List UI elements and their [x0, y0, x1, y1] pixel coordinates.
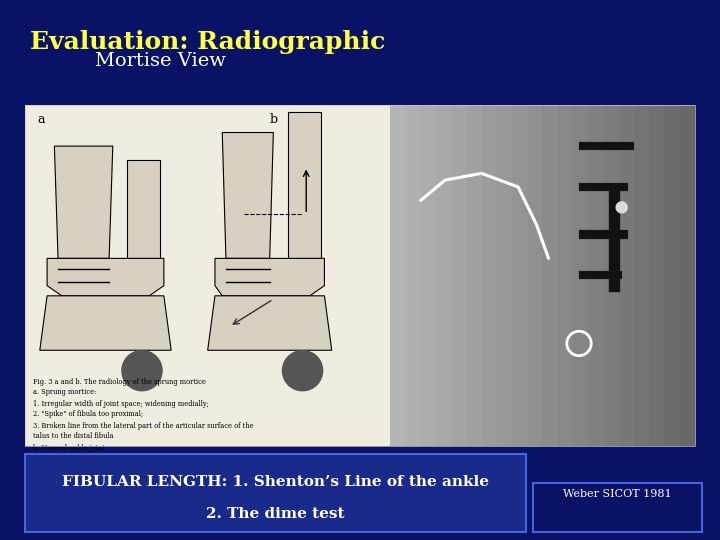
FancyBboxPatch shape [579, 142, 634, 150]
Text: Fig. 3 a and b. The radiology of the sprung mortice
a. Sprung mortice:
1. Irregu: Fig. 3 a and b. The radiology of the spr… [33, 377, 254, 451]
FancyBboxPatch shape [497, 105, 512, 445]
Circle shape [122, 350, 162, 391]
FancyBboxPatch shape [579, 231, 628, 239]
FancyBboxPatch shape [542, 105, 558, 445]
FancyBboxPatch shape [390, 105, 695, 445]
FancyBboxPatch shape [512, 105, 527, 445]
Polygon shape [215, 258, 325, 296]
Text: Evaluation: Radiographic: Evaluation: Radiographic [30, 30, 385, 54]
Circle shape [616, 202, 627, 213]
Text: Weber SICOT 1981: Weber SICOT 1981 [563, 489, 672, 499]
FancyBboxPatch shape [634, 105, 649, 445]
FancyBboxPatch shape [558, 105, 573, 445]
FancyBboxPatch shape [603, 105, 618, 445]
FancyBboxPatch shape [573, 105, 588, 445]
FancyBboxPatch shape [527, 105, 542, 445]
Circle shape [282, 350, 323, 391]
Text: 2. The dime test: 2. The dime test [206, 507, 345, 521]
Polygon shape [47, 258, 164, 296]
FancyBboxPatch shape [420, 105, 436, 445]
Text: Mortise View: Mortise View [95, 52, 226, 70]
FancyBboxPatch shape [610, 184, 620, 293]
FancyBboxPatch shape [390, 105, 405, 445]
Polygon shape [207, 296, 332, 350]
FancyBboxPatch shape [618, 105, 634, 445]
FancyBboxPatch shape [680, 105, 695, 445]
FancyBboxPatch shape [25, 454, 526, 532]
Polygon shape [40, 296, 171, 350]
Text: b: b [269, 113, 278, 126]
FancyBboxPatch shape [588, 105, 603, 445]
Text: a: a [37, 113, 45, 126]
FancyBboxPatch shape [451, 105, 467, 445]
FancyBboxPatch shape [436, 105, 451, 445]
FancyBboxPatch shape [25, 105, 390, 445]
FancyBboxPatch shape [665, 105, 680, 445]
Polygon shape [288, 112, 321, 258]
FancyBboxPatch shape [482, 105, 497, 445]
Polygon shape [222, 132, 274, 258]
FancyBboxPatch shape [579, 271, 621, 280]
Polygon shape [127, 160, 161, 258]
FancyBboxPatch shape [467, 105, 482, 445]
FancyBboxPatch shape [533, 483, 702, 532]
Text: FIBULAR LENGTH: 1. Shenton’s Line of the ankle: FIBULAR LENGTH: 1. Shenton’s Line of the… [62, 476, 489, 489]
FancyBboxPatch shape [579, 183, 628, 191]
Polygon shape [55, 146, 113, 258]
FancyBboxPatch shape [649, 105, 665, 445]
FancyBboxPatch shape [405, 105, 420, 445]
